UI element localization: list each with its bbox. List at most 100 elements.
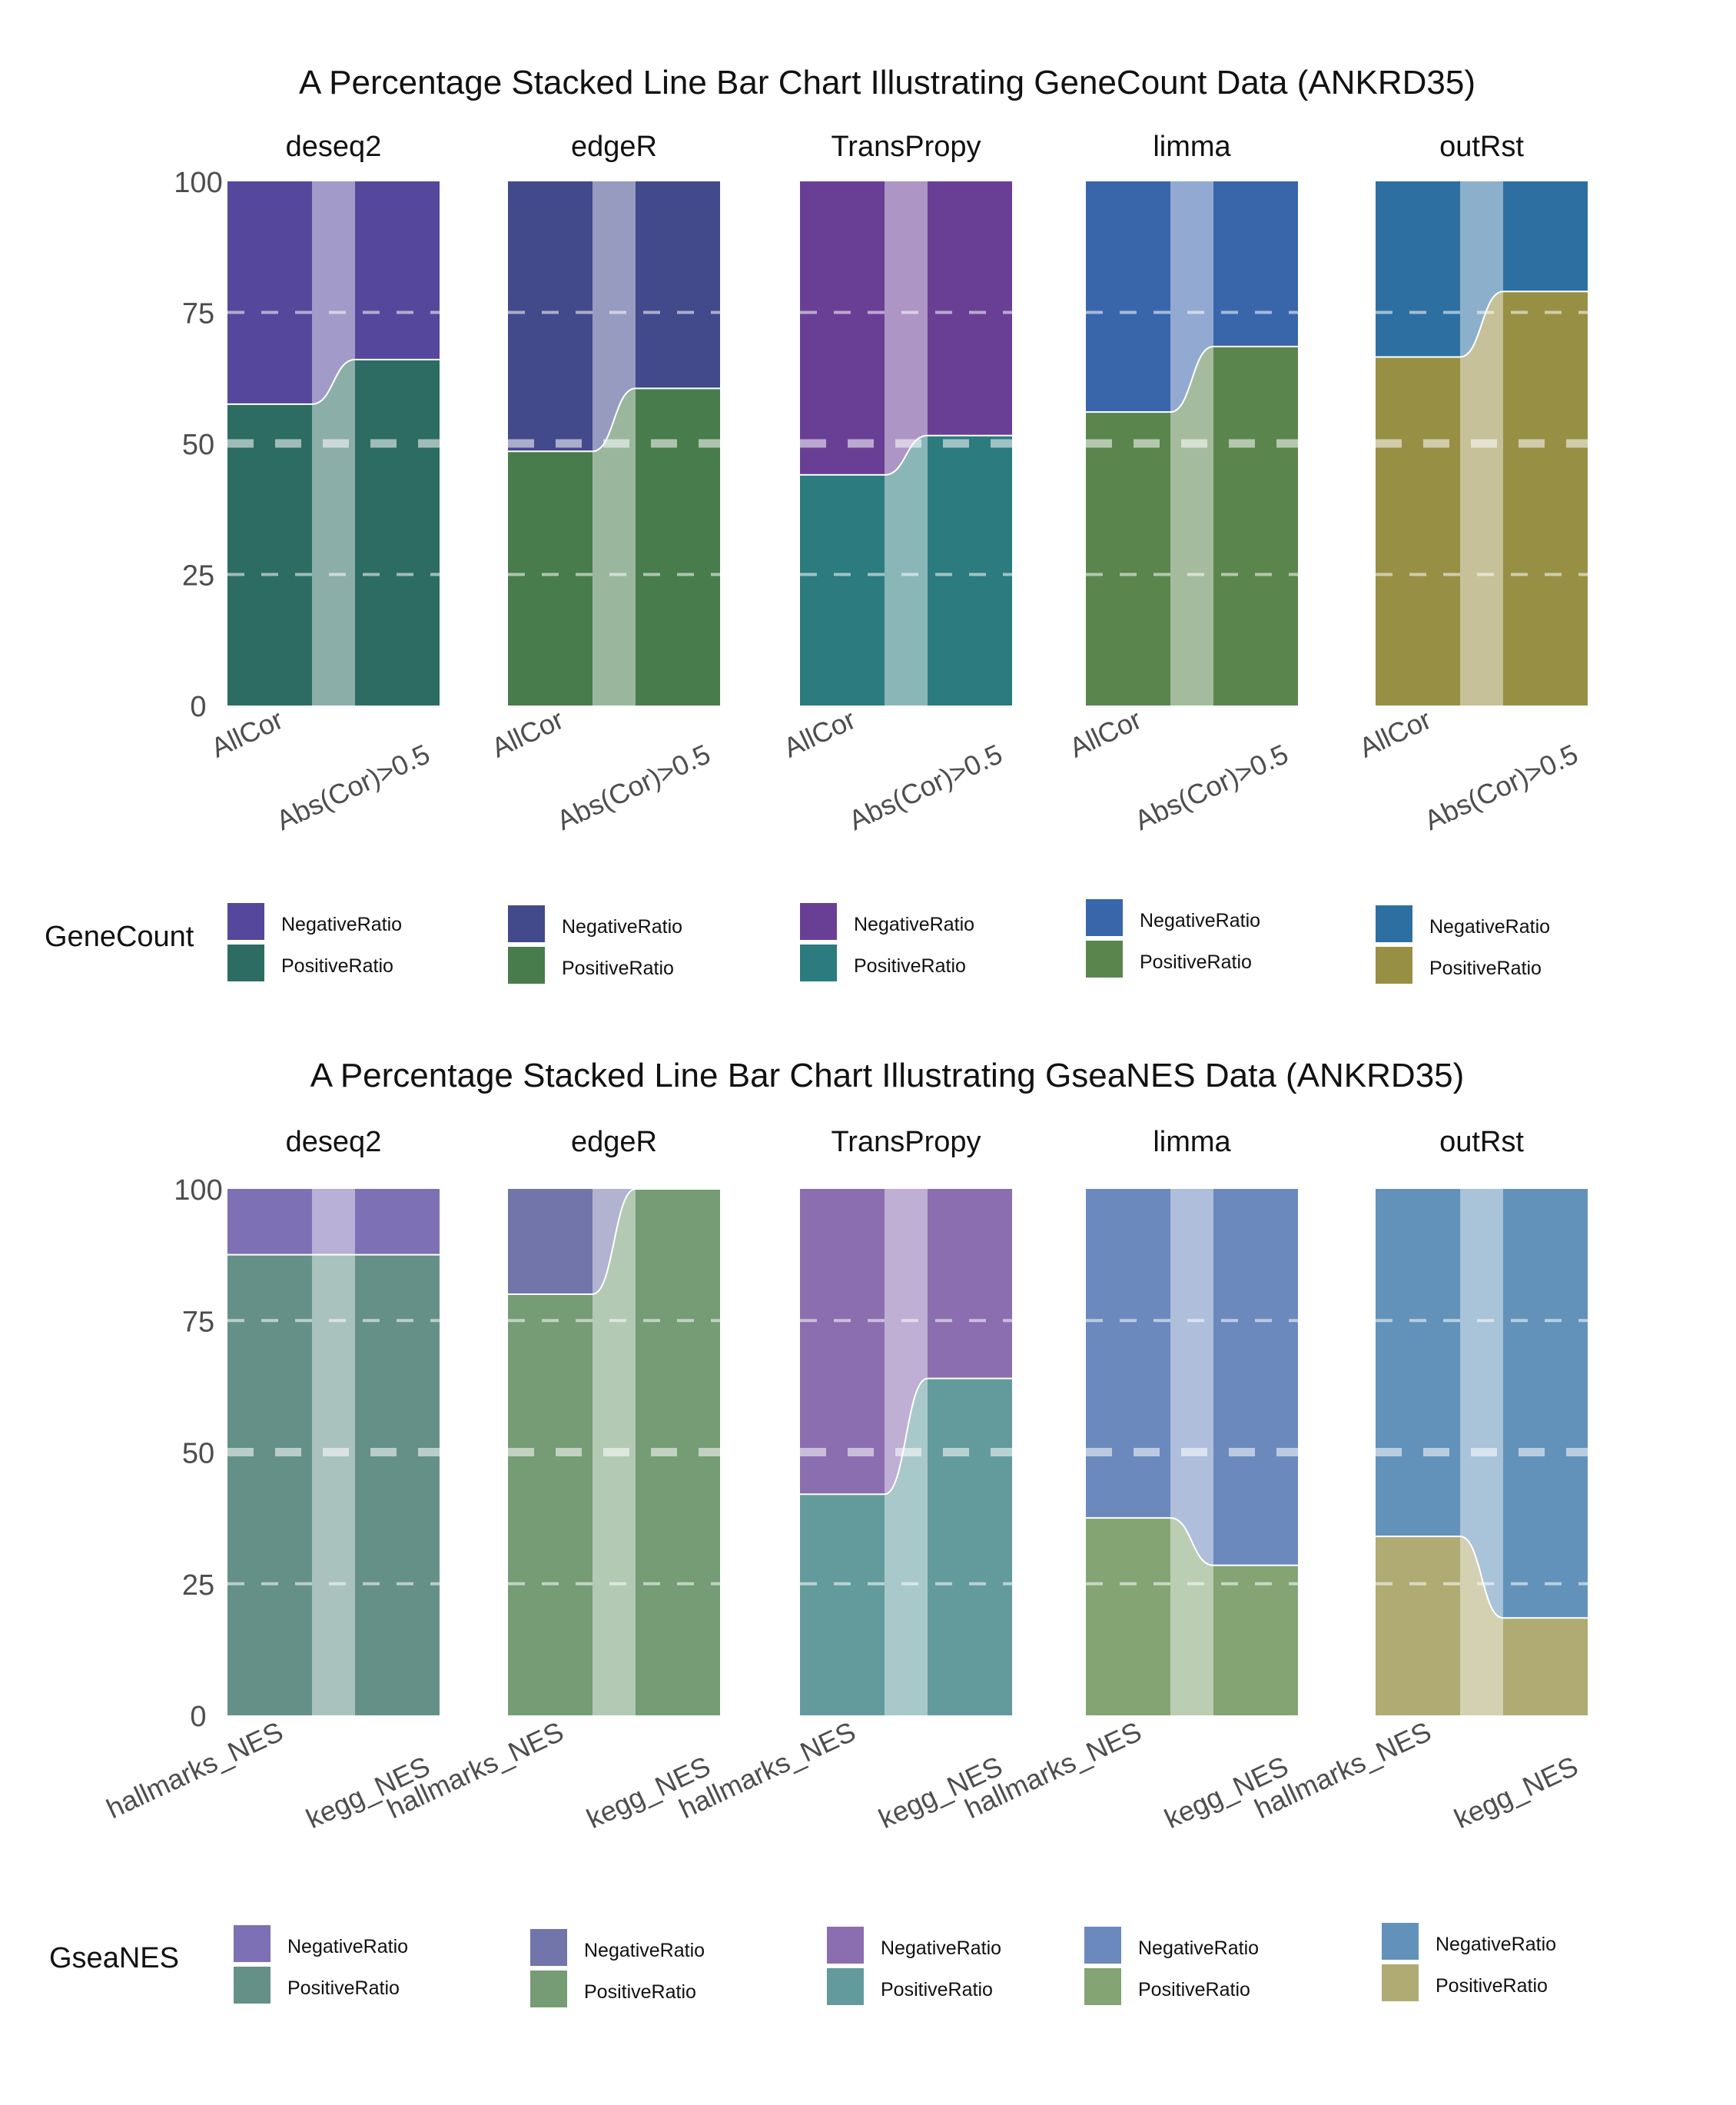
legend-label-negative: NegativeRatio: [881, 1937, 1001, 1959]
negative-link-area: [312, 1189, 355, 1255]
ratio-boundary-line: [800, 1377, 1012, 1496]
facet-label: outRst: [1439, 131, 1524, 163]
legend-label-negative: NegativeRatio: [854, 914, 974, 935]
bar-negative-first: [1086, 181, 1170, 413]
facet-label: deseq2: [286, 1126, 382, 1158]
bar-negative-first: [508, 1189, 592, 1294]
legend-swatch-negative: [800, 903, 837, 940]
legend-limma: NegativeRatio PositiveRatio: [1084, 1927, 1259, 2005]
negative-link-area: [885, 181, 928, 475]
bar-positive-second: [355, 359, 440, 706]
ratio-boundary-line: [1376, 291, 1588, 358]
bar-positive-first: [800, 474, 885, 706]
positive-link-area: [885, 435, 928, 706]
bar-positive-first: [227, 403, 312, 706]
legend-swatch-negative: [1086, 899, 1123, 936]
ratio-boundary-line: [508, 1188, 720, 1295]
bar-negative-second: [636, 181, 720, 389]
bar-positive-second: [928, 435, 1012, 706]
legend-swatch-positive: [530, 1971, 567, 2007]
ratio-boundary-line: [1086, 345, 1298, 413]
facet-label: edgeR: [571, 1126, 657, 1158]
genecount-chart: A Percentage Stacked Line Bar Chart Illu…: [45, 64, 1588, 984]
positive-link-area: [1460, 291, 1503, 706]
legend-label-negative: NegativeRatio: [584, 1940, 705, 1961]
legend-edger: NegativeRatio PositiveRatio: [530, 1929, 705, 2007]
legend-swatch-negative: [1376, 905, 1412, 942]
bar-negative-second: [355, 1189, 440, 1255]
legend-swatch-negative: [234, 1925, 271, 1962]
legend-label-negative: NegativeRatio: [287, 1936, 408, 1957]
positive-link-area: [592, 388, 636, 706]
bar-negative-second: [928, 181, 1012, 436]
bar-negative-second: [1213, 1189, 1298, 1565]
legend-transpropy: NegativeRatio PositiveRatio: [800, 903, 974, 981]
bar-negative-first: [800, 1189, 885, 1495]
legend-label-negative: NegativeRatio: [1429, 916, 1550, 938]
facet-label: TransPropy: [831, 131, 981, 163]
bar-positive-first: [800, 1494, 885, 1715]
legend-swatch-positive: [227, 945, 264, 981]
bar-negative-first: [508, 181, 592, 452]
negative-link-area: [1460, 181, 1503, 357]
positive-link-area: [1170, 1518, 1213, 1715]
legend-label-positive: PositiveRatio: [854, 955, 966, 977]
bar-positive-second: [1213, 346, 1298, 706]
bar-positive-first: [508, 1294, 592, 1715]
bar-positive-second: [1503, 1618, 1588, 1715]
negative-link-area: [1170, 1189, 1213, 1565]
positive-link-area: [312, 359, 355, 706]
legend-swatch-positive: [234, 1967, 271, 2004]
facet-label: edgeR: [571, 131, 657, 163]
positive-link-area: [885, 1378, 928, 1715]
legend-label-negative: NegativeRatio: [1436, 1934, 1556, 1955]
legend-swatch-negative: [1382, 1923, 1419, 1960]
bar-negative-first: [800, 181, 885, 475]
legend-label-positive: PositiveRatio: [1140, 951, 1252, 973]
legend-deseq2: NegativeRatio PositiveRatio: [234, 1925, 408, 2004]
legend-outrst: NegativeRatio PositiveRatio: [1382, 1923, 1556, 2001]
positive-link-area: [1170, 346, 1213, 706]
ratio-boundary-line: [227, 358, 440, 405]
bar-negative-second: [928, 1189, 1012, 1379]
y-tick-label: 50: [182, 1438, 214, 1470]
legend-label-negative: NegativeRatio: [562, 916, 682, 938]
legend-swatch-positive: [1084, 1968, 1121, 2005]
legend-limma: NegativeRatio PositiveRatio: [1086, 899, 1260, 978]
y-tick-label: 75: [182, 1306, 214, 1338]
positive-link-area: [1460, 1536, 1503, 1715]
negative-link-area: [312, 181, 355, 404]
bar-positive-first: [508, 451, 592, 706]
bar-positive-first: [1086, 1518, 1170, 1715]
bar-negative-second: [1503, 1189, 1588, 1619]
legend-label-positive: PositiveRatio: [281, 955, 393, 977]
legend-label-positive: PositiveRatio: [562, 958, 674, 979]
facet-label: limma: [1153, 131, 1231, 163]
bar-positive-first: [1376, 1536, 1460, 1715]
positive-link-area: [312, 1254, 355, 1715]
legend-title: GseaNES: [49, 1942, 179, 1974]
legend-label-positive: PositiveRatio: [287, 1977, 400, 1999]
legend-swatch-negative: [827, 1927, 864, 1964]
legend-swatch-positive: [1382, 1964, 1419, 2001]
bar-negative-first: [1376, 1189, 1460, 1537]
bar-negative-first: [1376, 181, 1460, 357]
chart-title: A Percentage Stacked Line Bar Chart Illu…: [310, 1057, 1465, 1094]
bar-negative-first: [1086, 1189, 1170, 1519]
legend-label-positive: PositiveRatio: [1429, 958, 1542, 979]
facet-label: deseq2: [286, 131, 382, 163]
negative-link-area: [1460, 1189, 1503, 1619]
bar-positive-first: [1086, 412, 1170, 706]
bar-positive-second: [1503, 291, 1588, 706]
facet-label: limma: [1153, 1126, 1231, 1158]
legend-label-negative: NegativeRatio: [1138, 1937, 1259, 1959]
ratio-boundary-line: [508, 387, 720, 453]
chart-title: A Percentage Stacked Line Bar Chart Illu…: [299, 64, 1475, 101]
y-tick-label: 75: [182, 298, 214, 330]
legend-label-positive: PositiveRatio: [881, 1979, 993, 2000]
bar-negative-second: [1503, 181, 1588, 292]
bar-positive-first: [227, 1254, 312, 1715]
bar-positive-second: [636, 388, 720, 706]
